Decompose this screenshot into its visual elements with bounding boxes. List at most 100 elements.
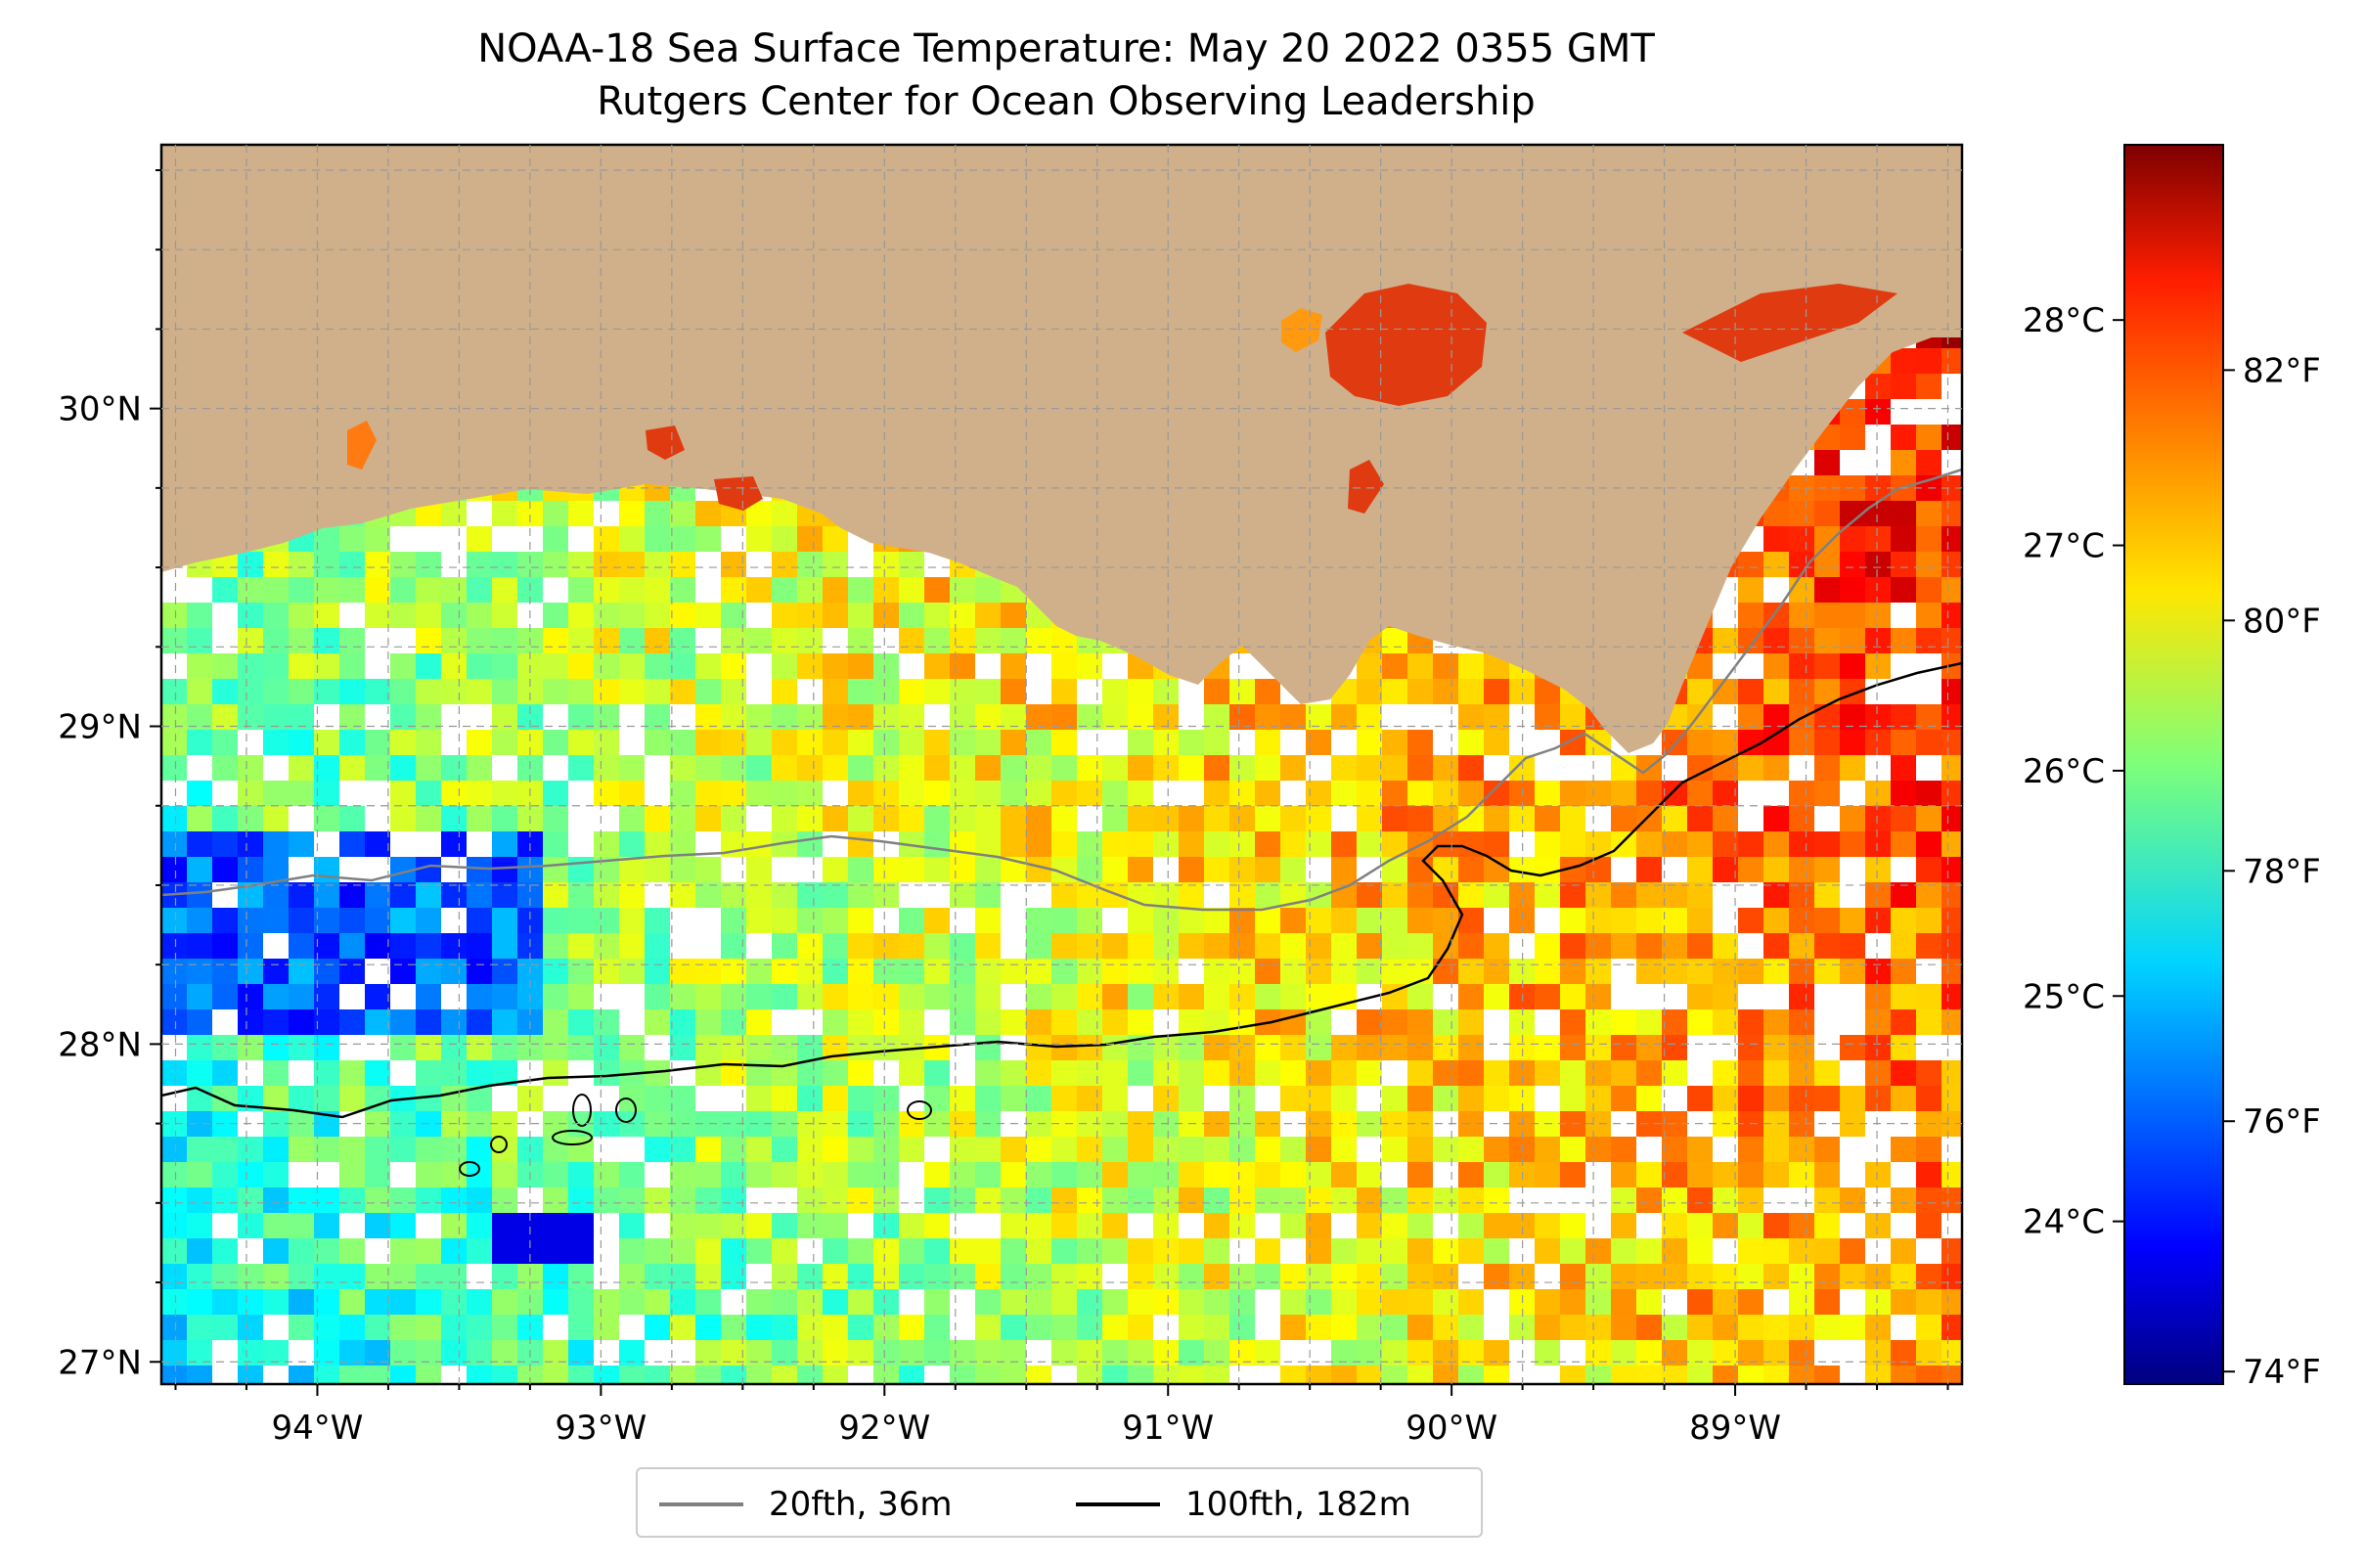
sst-cell — [1789, 831, 1814, 857]
sst-cell — [339, 933, 365, 959]
sst-cell — [823, 1264, 848, 1289]
sst-cell — [1204, 1035, 1229, 1060]
sst-cell — [721, 882, 746, 908]
sst-cell — [441, 882, 467, 908]
sst-cell — [416, 882, 441, 908]
sst-cell — [1433, 653, 1458, 679]
sst-cell — [1484, 1137, 1509, 1162]
sst-cell — [873, 1137, 899, 1162]
sst-cell — [1458, 1366, 1484, 1384]
sst-cell — [848, 857, 873, 882]
sst-cell — [1001, 1289, 1026, 1315]
sst-cell — [1255, 806, 1280, 831]
sst-cell — [441, 1009, 467, 1035]
sst-cell — [848, 831, 873, 857]
sst-cell — [1407, 908, 1433, 933]
sst-cell — [568, 1238, 594, 1264]
sst-cell — [1738, 1035, 1763, 1060]
sst-cell — [1763, 1315, 1789, 1340]
sst-cell — [263, 984, 289, 1009]
sst-cell — [1357, 1264, 1382, 1289]
sst-cell — [1153, 908, 1179, 933]
sst-cell — [238, 1137, 263, 1162]
sst-cell — [619, 1366, 645, 1384]
sst-cell — [416, 1137, 441, 1162]
sst-cell — [416, 1238, 441, 1264]
sst-cell — [670, 603, 695, 628]
sst-cell — [1687, 679, 1713, 704]
sst-cell — [1026, 831, 1051, 857]
legend-swatch — [1076, 1502, 1160, 1506]
sst-cell — [1636, 959, 1662, 984]
sst-cell — [339, 730, 365, 755]
sst-cell — [772, 679, 797, 704]
sst-cell — [670, 552, 695, 577]
sst-cell — [823, 984, 848, 1009]
sst-cell — [1738, 1187, 1763, 1213]
sst-cell — [289, 628, 314, 653]
sst-cell — [1763, 806, 1789, 831]
sst-cell — [1128, 959, 1153, 984]
sst-cell — [441, 806, 467, 831]
sst-cell — [1865, 1315, 1891, 1340]
sst-cell — [1509, 755, 1535, 781]
sst-cell — [1535, 882, 1560, 908]
sst-cell — [1662, 1187, 1687, 1213]
sst-cell — [594, 628, 619, 653]
sst-cell — [1941, 1340, 1962, 1366]
sst-cell — [1484, 831, 1509, 857]
sst-cell — [1433, 1264, 1458, 1289]
sst-cell — [645, 1315, 670, 1340]
sst-cell — [492, 730, 517, 755]
sst-cell — [1916, 1315, 1941, 1340]
sst-cell — [1407, 1238, 1433, 1264]
sst-cell — [721, 653, 746, 679]
sst-cell — [619, 882, 645, 908]
sst-cell — [1102, 1289, 1128, 1315]
sst-cell — [1941, 475, 1962, 501]
sst-cell — [1128, 1187, 1153, 1213]
colorbar-f-label: 74°F — [2243, 1353, 2321, 1392]
sst-cell — [1738, 908, 1763, 933]
sst-cell — [187, 882, 212, 908]
sst-cell — [975, 679, 1001, 704]
sst-cell — [950, 1264, 975, 1289]
sst-cell — [543, 781, 568, 806]
sst-cell — [645, 1264, 670, 1289]
sst-cell — [1331, 1289, 1357, 1315]
sst-cell — [1789, 1060, 1814, 1086]
sst-cell — [1407, 1137, 1433, 1162]
sst-cell — [1687, 831, 1713, 857]
sst-cell — [670, 882, 695, 908]
sst-cell — [645, 704, 670, 730]
sst-cell — [467, 959, 492, 984]
sst-cell — [1001, 1366, 1026, 1384]
sst-cell — [1280, 831, 1306, 857]
sst-cell — [1128, 730, 1153, 755]
sst-cell — [416, 628, 441, 653]
sst-cell — [1026, 704, 1051, 730]
sst-cell — [1331, 1162, 1357, 1187]
sst-cell — [492, 603, 517, 628]
sst-cell — [1585, 781, 1611, 806]
sst-cell — [1560, 984, 1585, 1009]
sst-cell — [1382, 959, 1407, 984]
sst-cell — [543, 1289, 568, 1315]
sst-cell — [1509, 984, 1535, 1009]
sst-cell — [1687, 882, 1713, 908]
sst-cell — [1433, 1137, 1458, 1162]
sst-cell — [746, 1137, 772, 1162]
sst-cell — [721, 1366, 746, 1384]
sst-cell — [797, 1060, 823, 1086]
sst-cell — [1026, 933, 1051, 959]
sst-cell — [1001, 603, 1026, 628]
sst-cell — [873, 552, 899, 577]
sst-cell — [1001, 730, 1026, 755]
sst-cell — [670, 1289, 695, 1315]
sst-cell — [339, 831, 365, 857]
sst-cell — [161, 1315, 187, 1340]
gridlines — [161, 145, 1962, 1384]
sst-cell — [1713, 857, 1738, 882]
sst-cell — [1102, 679, 1128, 704]
sst-cell — [1433, 959, 1458, 984]
